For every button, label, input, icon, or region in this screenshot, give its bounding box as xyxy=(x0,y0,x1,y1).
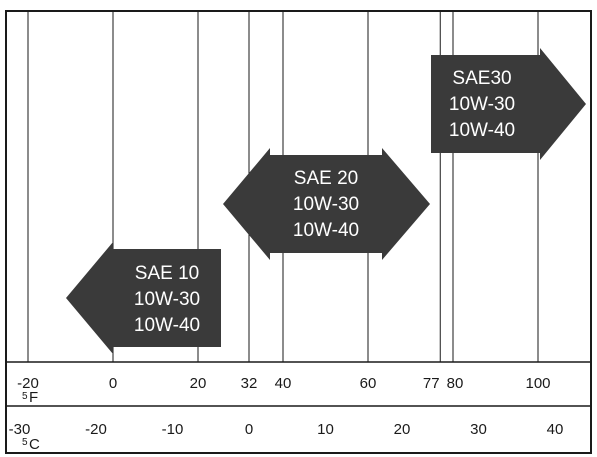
celsius-tick-label: 40 xyxy=(547,421,564,438)
oil-grade-label: SAE 20 xyxy=(294,168,358,189)
fahrenheit-tick-label: 77 xyxy=(423,375,440,392)
celsius-tick-label: 20 xyxy=(394,421,411,438)
fahrenheit-tick-label: 80 xyxy=(447,375,464,392)
oil-grade-label: SAE 10 xyxy=(135,263,199,284)
celsius-tick-label: 0 xyxy=(245,421,253,438)
fahrenheit-tick-label: 100 xyxy=(525,375,550,392)
oil-grade-label: 10W-40 xyxy=(449,120,515,141)
celsius-tick-label: -30 xyxy=(9,421,31,438)
celsius-tick-label: -10 xyxy=(162,421,184,438)
chart-frame xyxy=(5,10,592,454)
oil-grade-bands: SAE 10 10W-30 10W-40 SAE 20 10W-30 10W-40 SAE3… xyxy=(66,48,586,354)
oil-grade-label: 10W-30 xyxy=(449,94,515,115)
oil-grade-label: SAE30 xyxy=(452,68,511,89)
celsius-scale: -30 -20 -10 0 10 20 30 40 xyxy=(9,421,564,438)
celsius-degree-mark: 5 xyxy=(22,437,28,448)
oil-band-arrow xyxy=(223,148,430,260)
fahrenheit-tick-label: 32 xyxy=(241,375,258,392)
celsius-tick-label: 10 xyxy=(317,421,334,438)
fahrenheit-tick-label: 20 xyxy=(190,375,207,392)
oil-band-arrow xyxy=(66,242,221,354)
fahrenheit-degree-mark: 5 xyxy=(22,391,28,402)
fahrenheit-tick-label: 0 xyxy=(109,375,117,392)
oil-grade-label: 10W-30 xyxy=(134,289,200,310)
oil-band-arrow xyxy=(431,48,586,160)
fahrenheit-scale: -20 0 20 32 40 60 77 80 100 xyxy=(17,375,550,392)
celsius-tick-label: 30 xyxy=(470,421,487,438)
fahrenheit-tick-label: -20 xyxy=(17,375,39,392)
fahrenheit-tick-label: 40 xyxy=(275,375,292,392)
fahrenheit-tick-label: 60 xyxy=(360,375,377,392)
oil-grade-label: 10W-30 xyxy=(293,194,359,215)
oil-grade-label: 10W-40 xyxy=(293,220,359,241)
oil-grade-label: 10W-40 xyxy=(134,315,200,336)
fahrenheit-unit-label: F xyxy=(29,389,38,406)
celsius-tick-label: -20 xyxy=(85,421,107,438)
celsius-unit-label: C xyxy=(29,436,40,453)
